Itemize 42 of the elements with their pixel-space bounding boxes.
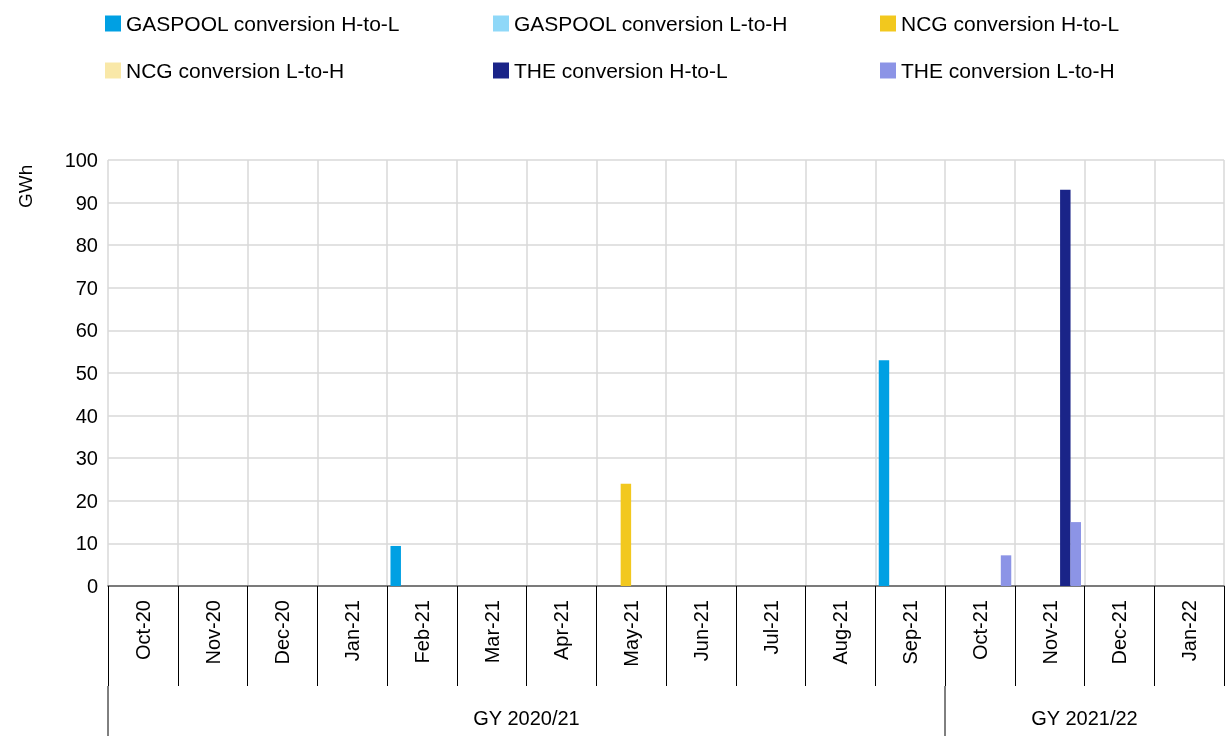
x-tick-label: Sep-21 xyxy=(899,600,922,665)
x-tick-label: Mar-21 xyxy=(480,600,503,664)
y-tick-label: 90 xyxy=(75,191,98,214)
y-tick-label: 100 xyxy=(64,149,98,171)
x-tick-label: Dec-21 xyxy=(1108,600,1131,665)
legend-label: GASPOOL conversion H-to-L xyxy=(126,12,400,35)
x-tick-label: Jan-22 xyxy=(1178,600,1201,662)
x-tick-label: Jun-21 xyxy=(689,600,712,662)
bar xyxy=(1000,555,1012,586)
x-tick-label: Nov-20 xyxy=(201,600,224,665)
legend-label: GASPOOL conversion L-to-H xyxy=(514,12,788,35)
legend-label: NCG conversion L-to-H xyxy=(126,59,345,82)
x-tick-label: Jan-21 xyxy=(341,600,364,662)
bar xyxy=(1060,189,1071,586)
bar xyxy=(390,545,401,586)
bar xyxy=(620,483,632,586)
x-tick-label: Nov-21 xyxy=(1038,600,1061,665)
x-tick-label: Jul-21 xyxy=(759,600,782,655)
y-tick-label: 80 xyxy=(75,234,98,257)
x-tick-label: May-21 xyxy=(620,600,643,667)
y-tick-label: 20 xyxy=(75,489,98,512)
y-tick-label: 50 xyxy=(75,362,98,384)
bar xyxy=(1070,522,1082,586)
y-tick-label: 0 xyxy=(86,575,98,597)
legend-label: THE conversion H-to-L xyxy=(514,59,728,82)
x-tick-label: Oct-21 xyxy=(968,600,991,661)
legend-label: THE conversion L-to-H xyxy=(901,59,1115,82)
x-tick-label: Aug-21 xyxy=(829,600,852,665)
x-tick-label: Feb-21 xyxy=(410,600,433,664)
y-tick-label: 40 xyxy=(75,404,98,427)
y-tick-label: 10 xyxy=(75,532,98,555)
x-tick-label: Dec-20 xyxy=(271,600,294,665)
y-axis-title: GWh xyxy=(15,164,36,208)
text: GY 2021/22 xyxy=(1031,707,1138,729)
x-tick-label: Apr-21 xyxy=(550,600,573,661)
legend-label: NCG conversion H-to-L xyxy=(901,12,1120,35)
bar xyxy=(878,360,890,586)
x-tick-label: Oct-20 xyxy=(131,600,154,661)
text: GY 2020/21 xyxy=(473,707,580,729)
y-tick-label: 70 xyxy=(75,276,98,299)
y-tick-label: 30 xyxy=(75,447,98,470)
y-tick-label: 60 xyxy=(75,319,98,342)
